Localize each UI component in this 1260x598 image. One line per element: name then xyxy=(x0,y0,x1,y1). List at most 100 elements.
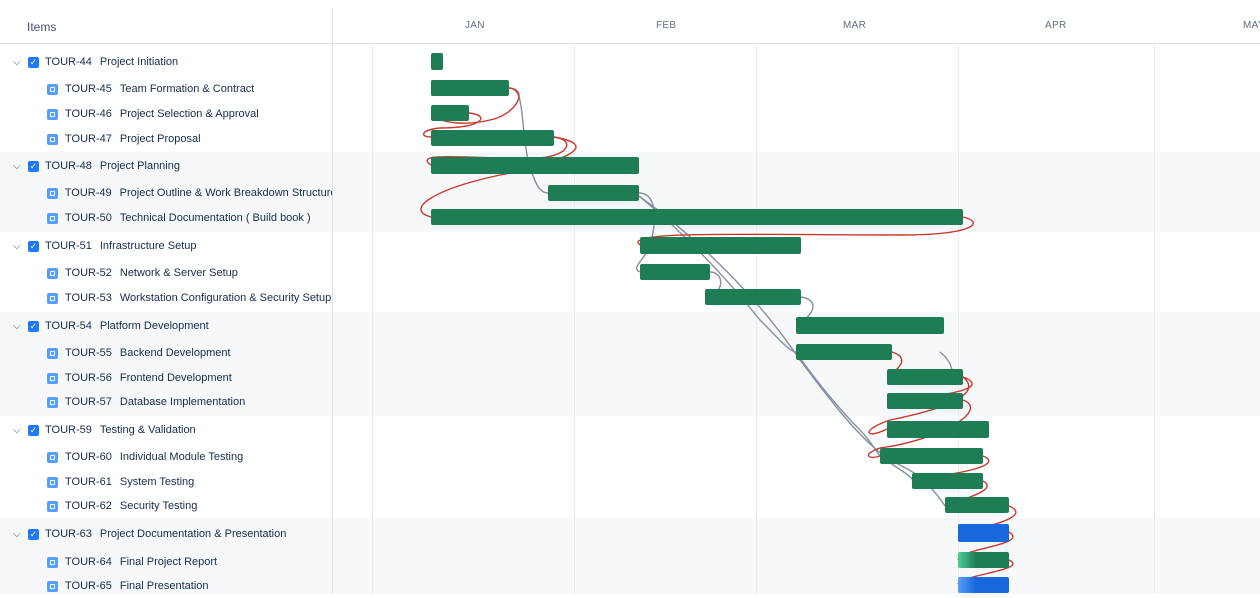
item-key[interactable]: TOUR-54 xyxy=(45,320,92,332)
item-key[interactable]: TOUR-53 xyxy=(65,292,112,304)
item-title[interactable]: Workstation Configuration & Security Set… xyxy=(119,292,332,304)
bar-tour-59[interactable] xyxy=(887,421,989,438)
list-item[interactable]: TOUR-62 Security Testing xyxy=(0,494,332,518)
item-title[interactable]: Project Selection & Approval xyxy=(119,108,259,120)
bar-tour-61[interactable] xyxy=(912,473,983,489)
item-key[interactable]: TOUR-64 xyxy=(65,556,112,568)
item-key[interactable]: TOUR-45 xyxy=(65,83,112,95)
item-key[interactable]: TOUR-57 xyxy=(65,396,112,408)
bar-tour-64[interactable] xyxy=(958,552,1009,568)
bar-tour-52[interactable] xyxy=(640,264,710,280)
item-key[interactable]: TOUR-63 xyxy=(45,528,92,540)
item-key[interactable]: TOUR-55 xyxy=(65,347,112,359)
item-key[interactable]: TOUR-56 xyxy=(65,372,112,384)
list-item[interactable]: ⌵ ✓ TOUR-54 Platform Development xyxy=(0,314,332,338)
item-title[interactable]: Technical Documentation ( Build book ) xyxy=(119,212,311,224)
bar-tour-60[interactable] xyxy=(880,448,983,464)
item-title[interactable]: Frontend Development xyxy=(119,372,232,384)
bar-tour-50[interactable] xyxy=(431,209,963,225)
item-title[interactable]: Project Documentation & Presentation xyxy=(99,528,287,540)
item-title[interactable]: Security Testing xyxy=(119,500,198,512)
list-item[interactable]: TOUR-49 Project Outline & Work Breakdown … xyxy=(0,181,332,205)
chevron-down-icon[interactable]: ⌵ xyxy=(13,320,21,332)
bar-tour-45[interactable] xyxy=(431,80,509,96)
chevron-down-icon[interactable]: ⌵ xyxy=(13,56,21,68)
item-key[interactable]: TOUR-61 xyxy=(65,476,112,488)
item-title[interactable]: System Testing xyxy=(119,476,195,488)
item-key[interactable]: TOUR-52 xyxy=(65,267,112,279)
item-key[interactable]: TOUR-44 xyxy=(45,56,92,68)
list-item[interactable]: ⌵ ✓ TOUR-59 Testing & Validation xyxy=(0,418,332,442)
subtask-icon xyxy=(47,267,58,279)
item-title[interactable]: Network & Server Setup xyxy=(119,267,238,279)
list-item[interactable]: TOUR-56 Frontend Development xyxy=(0,366,332,390)
item-title[interactable]: Project Outline & Work Breakdown Structu… xyxy=(119,187,332,199)
list-item[interactable]: TOUR-47 Project Proposal xyxy=(0,127,332,151)
bar-tour-63[interactable] xyxy=(958,524,1009,542)
items-column-divider[interactable] xyxy=(332,8,333,594)
list-item[interactable]: TOUR-57 Database Implementation xyxy=(0,390,332,414)
bar-tour-48[interactable] xyxy=(431,157,639,174)
item-title[interactable]: Project Proposal xyxy=(119,133,201,145)
dependency-line[interactable] xyxy=(795,351,881,457)
list-item[interactable]: TOUR-52 Network & Server Setup xyxy=(0,261,332,285)
bar-tour-57[interactable] xyxy=(887,393,963,409)
item-key[interactable]: TOUR-60 xyxy=(65,451,112,463)
bar-tour-53[interactable] xyxy=(705,289,801,305)
section-band-documentation xyxy=(0,518,1260,594)
item-key[interactable]: TOUR-50 xyxy=(65,212,112,224)
bar-tour-62[interactable] xyxy=(945,497,1009,513)
task-checkbox-icon: ✓ xyxy=(28,320,39,332)
bar-tour-49[interactable] xyxy=(548,185,639,201)
list-item[interactable]: TOUR-45 Team Formation & Contract xyxy=(0,77,332,101)
chevron-down-icon[interactable]: ⌵ xyxy=(13,240,21,252)
bar-tour-55[interactable] xyxy=(796,344,892,360)
dependency-line-conflict[interactable] xyxy=(868,376,970,435)
list-item[interactable]: TOUR-46 Project Selection & Approval xyxy=(0,102,332,126)
bar-tour-44[interactable] xyxy=(431,53,443,70)
item-key[interactable]: TOUR-46 xyxy=(65,108,112,120)
item-title[interactable]: Database Implementation xyxy=(119,396,246,408)
list-item[interactable]: TOUR-53 Workstation Configuration & Secur… xyxy=(0,286,332,310)
list-item[interactable]: ⌵ ✓ TOUR-48 Project Planning xyxy=(0,154,332,178)
chevron-down-icon[interactable]: ⌵ xyxy=(13,160,21,172)
bar-tour-65[interactable] xyxy=(958,577,1009,593)
list-item[interactable]: TOUR-64 Final Project Report xyxy=(0,550,332,574)
dependency-line-conflict[interactable] xyxy=(867,399,971,459)
bar-tour-51[interactable] xyxy=(640,237,801,254)
item-title[interactable]: Project Initiation xyxy=(99,56,179,68)
chevron-down-icon[interactable]: ⌵ xyxy=(13,424,21,436)
item-key[interactable]: TOUR-59 xyxy=(45,424,92,436)
item-title[interactable]: Individual Module Testing xyxy=(119,451,244,463)
list-item[interactable]: ⌵ ✓ TOUR-51 Infrastructure Setup xyxy=(0,234,332,258)
bar-tour-47[interactable] xyxy=(431,130,554,146)
list-item[interactable]: TOUR-61 System Testing xyxy=(0,470,332,494)
bar-tour-46[interactable] xyxy=(431,105,469,121)
dependency-line-conflict[interactable] xyxy=(423,112,482,138)
bar-tour-54[interactable] xyxy=(796,317,944,334)
list-item[interactable]: ⌵ ✓ TOUR-63 Project Documentation & Present… xyxy=(0,522,332,546)
list-item[interactable]: TOUR-65 Final Presentation xyxy=(0,574,332,598)
chevron-down-icon[interactable]: ⌵ xyxy=(13,528,21,540)
item-key[interactable]: TOUR-48 xyxy=(45,160,92,172)
item-title[interactable]: Infrastructure Setup xyxy=(99,240,197,252)
item-title[interactable]: Final Presentation xyxy=(119,580,209,592)
item-key[interactable]: TOUR-51 xyxy=(45,240,92,252)
item-title[interactable]: Final Project Report xyxy=(119,556,218,568)
item-key[interactable]: TOUR-62 xyxy=(65,500,112,512)
list-item[interactable]: TOUR-55 Backend Development xyxy=(0,341,332,365)
item-title[interactable]: Backend Development xyxy=(119,347,231,359)
list-item[interactable]: TOUR-50 Technical Documentation ( Build b… xyxy=(0,206,332,230)
dependency-line-conflict[interactable] xyxy=(420,136,577,218)
subtask-icon xyxy=(47,108,58,120)
item-key[interactable]: TOUR-49 xyxy=(64,187,112,199)
item-key[interactable]: TOUR-65 xyxy=(65,580,112,592)
item-title[interactable]: Platform Development xyxy=(99,320,209,332)
item-title[interactable]: Testing & Validation xyxy=(99,424,196,436)
bar-tour-56[interactable] xyxy=(887,369,963,385)
item-key[interactable]: TOUR-47 xyxy=(65,133,112,145)
item-title[interactable]: Team Formation & Contract xyxy=(119,83,255,95)
item-title[interactable]: Project Planning xyxy=(99,160,180,172)
list-item[interactable]: TOUR-60 Individual Module Testing xyxy=(0,445,332,469)
list-item[interactable]: ⌵ ✓ TOUR-44 Project Initiation xyxy=(0,50,332,74)
